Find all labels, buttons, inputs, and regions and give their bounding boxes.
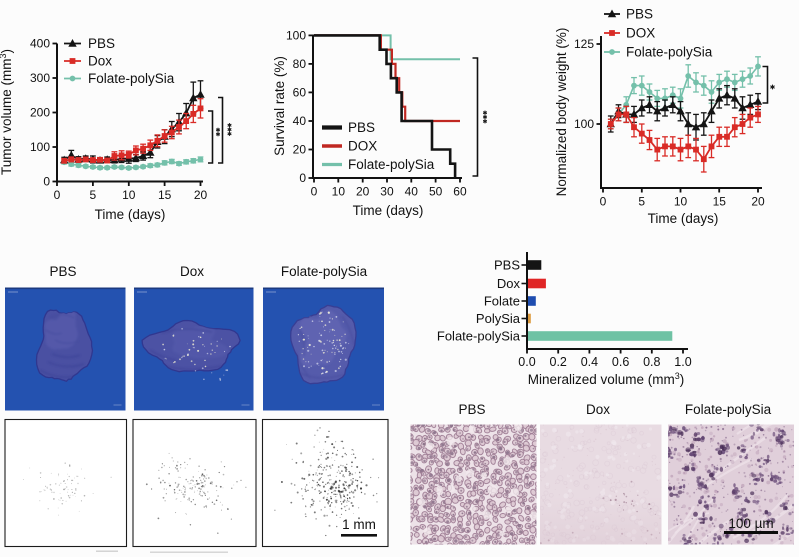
svg-text:Folate-polySia: Folate-polySia <box>88 71 175 86</box>
svg-text:0.8: 0.8 <box>643 355 660 369</box>
svg-text:Folate: Folate <box>484 294 520 309</box>
svg-text:40: 40 <box>293 114 307 128</box>
svg-text:Folate-polySia: Folate-polySia <box>626 45 713 60</box>
svg-text:Survival rate (%): Survival rate (%) <box>272 56 287 156</box>
svg-text:0.2: 0.2 <box>550 355 567 369</box>
svg-text:Time (days): Time (days) <box>95 207 166 222</box>
svg-text:20: 20 <box>194 188 208 202</box>
svg-text:100: 100 <box>286 29 306 43</box>
svg-text:10: 10 <box>122 188 136 202</box>
svg-text:0: 0 <box>43 175 50 189</box>
svg-text:1 mm: 1 mm <box>342 517 376 532</box>
svg-text:20: 20 <box>751 195 765 209</box>
svg-text:400: 400 <box>30 37 50 51</box>
svg-text:20: 20 <box>293 143 307 157</box>
svg-text:PBS: PBS <box>348 120 375 135</box>
svg-text:Folate-polySia: Folate-polySia <box>348 157 435 172</box>
svg-text:20: 20 <box>356 185 370 199</box>
svg-text:Tumor volume (mm3): Tumor volume (mm3) <box>0 49 14 175</box>
svg-text:300: 300 <box>30 71 50 85</box>
svg-text:15: 15 <box>158 188 172 202</box>
svg-text:PBS: PBS <box>88 36 115 51</box>
svg-text:30: 30 <box>380 185 394 199</box>
svg-text:100: 100 <box>30 140 50 154</box>
svg-text:DOX: DOX <box>348 139 377 154</box>
svg-text:0: 0 <box>600 195 607 209</box>
svg-text:0.6: 0.6 <box>612 355 629 369</box>
svg-text:40: 40 <box>405 185 419 199</box>
svg-text:5: 5 <box>638 195 645 209</box>
svg-text:0.4: 0.4 <box>581 355 598 369</box>
svg-text:10: 10 <box>674 195 688 209</box>
svg-text:1.0: 1.0 <box>674 355 691 369</box>
svg-text:PBS: PBS <box>626 7 653 22</box>
svg-text:Dox: Dox <box>497 276 521 291</box>
svg-text:60: 60 <box>293 86 307 100</box>
svg-text:0: 0 <box>311 185 318 199</box>
svg-text:0.0: 0.0 <box>518 355 535 369</box>
svg-text:PBS: PBS <box>49 264 76 279</box>
svg-text:PBS: PBS <box>494 258 520 273</box>
svg-text:60: 60 <box>453 185 467 199</box>
svg-text:Normalized body weight (%): Normalized body weight (%) <box>554 28 569 197</box>
svg-text:100 µm: 100 µm <box>728 516 773 531</box>
svg-text:Folate-polySia: Folate-polySia <box>685 402 772 417</box>
svg-text:Folate-polySia: Folate-polySia <box>437 329 521 344</box>
svg-text:0: 0 <box>54 188 61 202</box>
svg-text:5: 5 <box>90 188 97 202</box>
svg-text:DOX: DOX <box>626 26 655 41</box>
svg-text:200: 200 <box>30 106 50 120</box>
svg-text:125: 125 <box>574 37 594 51</box>
svg-text:Time (days): Time (days) <box>648 211 719 226</box>
svg-text:Folate-polySia: Folate-polySia <box>281 264 368 279</box>
svg-text:PBS: PBS <box>458 402 485 417</box>
svg-text:Dox: Dox <box>586 402 610 417</box>
svg-text:Time (days): Time (days) <box>353 203 424 218</box>
svg-text:100: 100 <box>574 117 594 131</box>
svg-text:Dox: Dox <box>180 264 204 279</box>
svg-text:PolySia: PolySia <box>476 311 521 326</box>
svg-text:80: 80 <box>293 57 307 71</box>
svg-text:0: 0 <box>299 171 306 185</box>
svg-text:15: 15 <box>713 195 727 209</box>
svg-text:50: 50 <box>429 185 443 199</box>
svg-text:Mineralized volume (mm3): Mineralized volume (mm3) <box>528 371 685 387</box>
svg-text:Dox: Dox <box>88 54 112 69</box>
svg-text:10: 10 <box>332 185 346 199</box>
